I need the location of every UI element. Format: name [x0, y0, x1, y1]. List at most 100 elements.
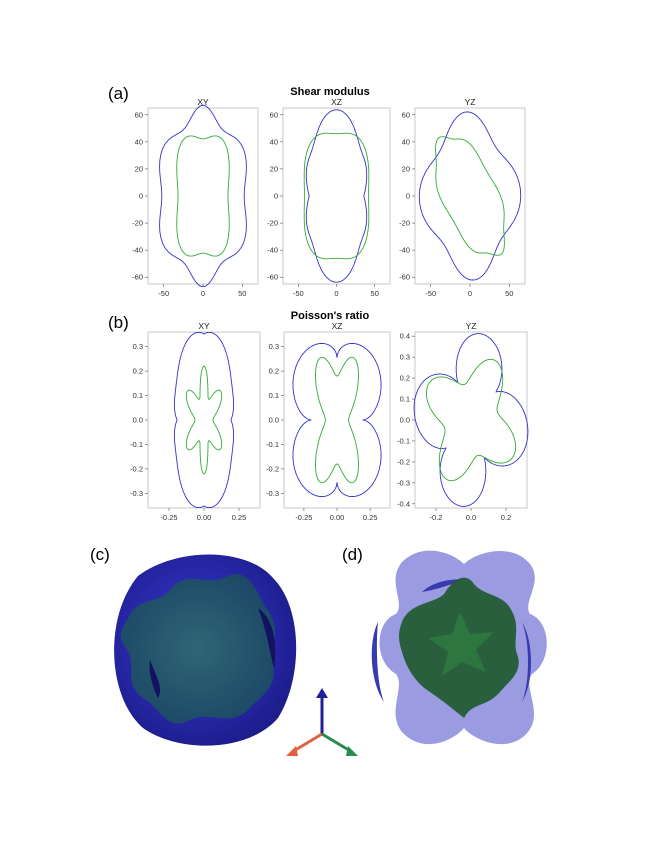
y-tick-label: -0.2 [266, 464, 279, 473]
plot-frame [147, 107, 259, 285]
panel-label-a: (a) [108, 84, 129, 103]
y-tick-label: 0.2 [269, 367, 279, 376]
x-tick-label: 0.00 [197, 513, 212, 520]
shear-modulus-title: Shear modulus [290, 86, 370, 98]
x-tick-label: -50 [425, 289, 436, 298]
y-tick-label: 0.0 [269, 416, 279, 425]
y-tick-label: -0.2 [130, 464, 143, 473]
y-tick-label: 0.0 [400, 416, 410, 425]
plot-frame [283, 331, 391, 509]
y-tick-label: 60 [270, 110, 278, 119]
plot-title: XZ [332, 321, 343, 331]
outer-curve [418, 111, 522, 281]
y-tick-label: 0 [274, 192, 278, 201]
y-tick-label: -40 [399, 246, 410, 255]
inner-curve [303, 132, 370, 260]
outer-curve [159, 104, 247, 288]
y-tick-label: -40 [267, 246, 278, 255]
plot-title: XY [198, 321, 210, 331]
x-tick-label: 0 [334, 289, 338, 298]
plot-frame [147, 331, 261, 509]
y-tick-label: -20 [132, 219, 143, 228]
plot-title: XZ [331, 97, 342, 107]
y-tick-label: -40 [132, 246, 143, 255]
y-tick-label: 0 [406, 192, 410, 201]
outer-fin [522, 622, 531, 702]
polar-charts: XY -50 0 50 60 40 20 0 -20 -40 -60 XZ -50 0 50 60 40 20 0 -… [130, 97, 529, 520]
axis-left [291, 732, 323, 754]
x-tick-label: 50 [371, 289, 379, 298]
y-tick-label: -0.3 [130, 489, 143, 498]
y-tick-label: -0.4 [397, 499, 410, 508]
inner-curve [425, 358, 517, 482]
y-tick-label: 0.4 [400, 332, 410, 341]
inner-curve [435, 136, 505, 256]
y-tick-label: 20 [135, 164, 143, 173]
shear-3d-surface [114, 554, 297, 746]
y-tick-label: 0.1 [133, 391, 143, 400]
y-tick-label: 20 [402, 164, 410, 173]
y-tick-label: -0.3 [397, 478, 410, 487]
outer-fin [149, 660, 161, 698]
y-tick-label: -0.1 [130, 440, 143, 449]
y-tick-label: 40 [402, 137, 410, 146]
poissons-ratio-title: Poisson's ratio [290, 310, 370, 322]
y-tick-label: 0.2 [400, 374, 410, 383]
x-tick-label: 50 [505, 289, 513, 298]
outer-curve [413, 333, 529, 507]
y-tick-label: -0.1 [397, 436, 410, 445]
x-tick-label: 0 [468, 289, 472, 298]
y-tick-label: 0.3 [400, 353, 410, 362]
y-tick-label: -0.1 [266, 440, 279, 449]
plot-title: YZ [466, 321, 477, 331]
panel-label-d: (d) [342, 545, 363, 564]
axis-triad [286, 688, 358, 756]
inner-curve [315, 356, 359, 484]
panel-label-b: (b) [108, 313, 129, 332]
y-tick-label: 0 [139, 192, 143, 201]
panel-label-c: (c) [90, 545, 110, 564]
x-tick-label: -0.25 [295, 513, 312, 520]
axis-right-arrow [346, 746, 358, 756]
x-tick-label: 0.00 [330, 513, 345, 520]
plot-frame [282, 107, 391, 285]
y-tick-label: 60 [402, 110, 410, 119]
x-tick-label: 0 [201, 289, 205, 298]
y-tick-label: 40 [270, 137, 278, 146]
x-tick-label: 0.2 [501, 513, 511, 520]
y-tick-label: 0.2 [133, 367, 143, 376]
y-tick-label: -20 [267, 219, 278, 228]
x-tick-label: -50 [293, 289, 304, 298]
y-tick-label: -20 [399, 219, 410, 228]
y-tick-label: -0.2 [397, 457, 410, 466]
y-tick-label: 0.1 [400, 395, 410, 404]
y-tick-label: 60 [135, 110, 143, 119]
plot-title: XY [197, 97, 209, 107]
y-tick-label: -60 [399, 273, 410, 282]
plot-title: YZ [465, 97, 476, 107]
outer-fin [371, 622, 384, 702]
inner-star [428, 612, 494, 676]
y-tick-label: 0.3 [133, 342, 143, 351]
axis-left-arrow [286, 746, 298, 756]
y-tick-label: 0.1 [269, 391, 279, 400]
outer-fin [422, 579, 462, 592]
y-tick-label: -0.3 [266, 489, 279, 498]
y-tick-label: 0.0 [133, 416, 143, 425]
x-tick-label: -0.2 [430, 513, 443, 520]
outer-curve [305, 109, 368, 283]
x-tick-label: -50 [158, 289, 169, 298]
axis-right [321, 732, 353, 754]
inner-curve [185, 365, 223, 475]
y-tick-label: 40 [135, 137, 143, 146]
plot-frame [414, 331, 528, 509]
x-tick-label: -0.25 [160, 513, 177, 520]
inner-curve [176, 135, 230, 257]
plot-frame [414, 107, 526, 285]
x-tick-label: 0.25 [232, 513, 247, 520]
x-tick-label: 50 [238, 289, 246, 298]
y-tick-label: 20 [270, 164, 278, 173]
outer-fin [258, 608, 276, 668]
y-tick-label: -60 [267, 273, 278, 282]
